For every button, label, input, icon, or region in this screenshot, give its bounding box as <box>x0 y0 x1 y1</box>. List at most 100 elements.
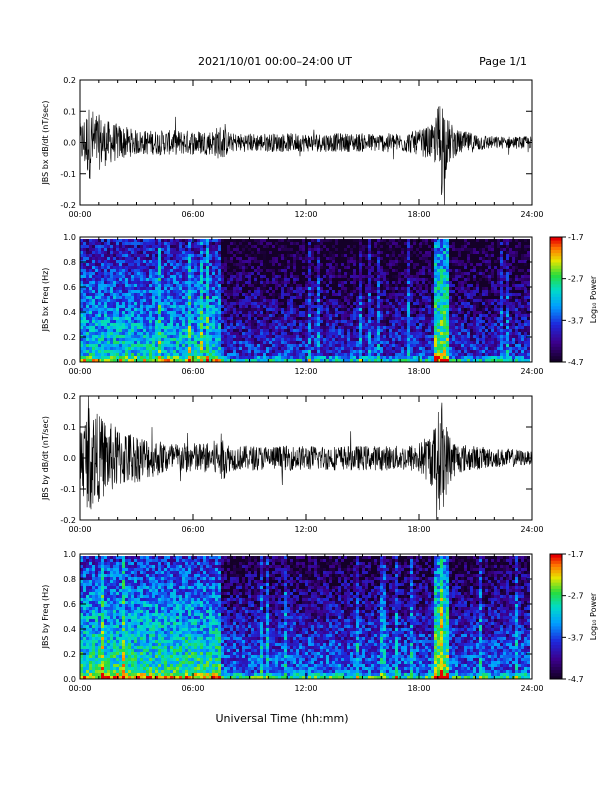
heat-cell <box>407 263 410 266</box>
heat-cell <box>335 245 338 248</box>
heat-cell <box>155 296 158 299</box>
heat-cell <box>122 350 125 353</box>
heat-cell <box>146 281 149 284</box>
heat-cell <box>425 278 428 281</box>
heat-cell <box>329 284 332 287</box>
heat-cell <box>173 254 176 257</box>
heat-cell <box>293 311 296 314</box>
heat-cell <box>173 293 176 296</box>
heat-cell <box>434 257 437 260</box>
heat-cell <box>323 242 326 245</box>
heat-cell <box>107 350 110 353</box>
heat-cell <box>365 329 368 332</box>
heat-cell <box>386 293 389 296</box>
heat-cell <box>428 350 431 353</box>
heat-cell <box>362 323 365 326</box>
heat-cell <box>119 245 122 248</box>
heat-cell <box>89 239 92 242</box>
heat-cell <box>83 314 86 317</box>
heat-cell <box>332 305 335 308</box>
heat-cell <box>215 305 218 308</box>
heat-cell <box>362 269 365 272</box>
heat-cell <box>137 332 140 335</box>
heat-cell <box>101 335 104 338</box>
heat-cell <box>149 269 152 272</box>
heat-cell <box>404 323 407 326</box>
heat-cell <box>401 359 404 362</box>
heat-cell <box>275 308 278 311</box>
heat-cell <box>134 299 137 302</box>
heat-cell <box>185 338 188 341</box>
heat-cell <box>410 245 413 248</box>
heat-cell <box>137 311 140 314</box>
heat-cell <box>365 335 368 338</box>
heat-cell <box>422 329 425 332</box>
heat-cell <box>389 281 392 284</box>
heat-cell <box>422 242 425 245</box>
heat-cell <box>161 356 164 359</box>
heat-cell <box>431 329 434 332</box>
heat-cell <box>386 329 389 332</box>
heat-cell <box>215 281 218 284</box>
heat-cell <box>287 296 290 299</box>
heat-cell <box>296 287 299 290</box>
heat-cell <box>278 305 281 308</box>
heat-cell <box>215 347 218 350</box>
heat-cell <box>197 323 200 326</box>
heat-cell <box>389 347 392 350</box>
heat-cell <box>122 278 125 281</box>
heat-cell <box>176 308 179 311</box>
heat-cell <box>164 344 167 347</box>
heat-cell <box>245 311 248 314</box>
heat-cell <box>143 317 146 320</box>
heat-cell <box>401 245 404 248</box>
heat-cell <box>419 254 422 257</box>
heat-cell <box>128 329 131 332</box>
heat-cell <box>422 311 425 314</box>
heat-cell <box>95 248 98 251</box>
heat-cell <box>122 293 125 296</box>
heat-cell <box>116 302 119 305</box>
heat-cell <box>377 350 380 353</box>
heat-cell <box>287 311 290 314</box>
heat-cell <box>359 326 362 329</box>
heat-cell <box>311 278 314 281</box>
heat-cell <box>266 293 269 296</box>
heat-cell <box>320 257 323 260</box>
heat-cell <box>137 287 140 290</box>
heat-cell <box>89 263 92 266</box>
heat-cell <box>194 356 197 359</box>
heat-cell <box>305 314 308 317</box>
heat-cell <box>185 284 188 287</box>
heat-cell <box>269 353 272 356</box>
heat-cell <box>293 284 296 287</box>
heat-cell <box>299 260 302 263</box>
heat-cell <box>95 344 98 347</box>
heat-cell <box>164 284 167 287</box>
heat-cell <box>422 266 425 269</box>
heat-cell <box>179 317 182 320</box>
heat-cell <box>236 305 239 308</box>
heat-cell <box>197 251 200 254</box>
heat-cell <box>269 257 272 260</box>
heat-cell <box>170 344 173 347</box>
heat-cell <box>86 326 89 329</box>
heat-cell <box>359 320 362 323</box>
heat-cell <box>239 293 242 296</box>
heat-cell <box>101 305 104 308</box>
heat-cell <box>95 254 98 257</box>
heat-cell <box>404 290 407 293</box>
heat-cell <box>284 263 287 266</box>
heat-cell <box>155 263 158 266</box>
heat-cell <box>161 299 164 302</box>
heat-cell <box>218 308 221 311</box>
heat-cell <box>245 263 248 266</box>
heat-cell <box>299 272 302 275</box>
heat-cell <box>422 338 425 341</box>
heat-cell <box>383 347 386 350</box>
heat-cell <box>143 359 146 362</box>
x-tick-label: 18:00 <box>407 210 430 219</box>
heat-cell <box>134 314 137 317</box>
heat-cell <box>341 263 344 266</box>
heat-cell <box>95 242 98 245</box>
